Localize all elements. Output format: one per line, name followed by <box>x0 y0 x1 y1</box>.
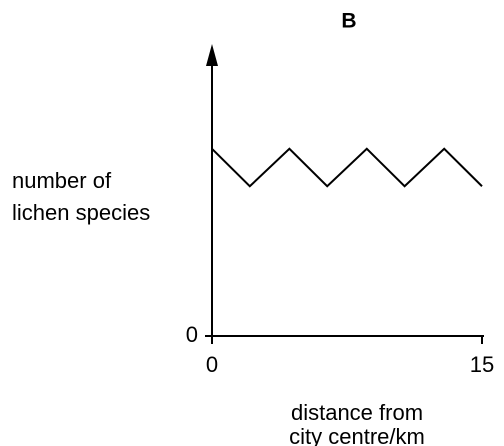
x-tick-label: 15 <box>470 352 494 377</box>
x-tick-label: 0 <box>206 352 218 377</box>
x-axis-label: city centre/km <box>289 424 425 446</box>
y-axis-arrow <box>206 44 218 66</box>
x-axis-label: distance from <box>291 400 423 425</box>
y-tick-label: 0 <box>186 322 198 347</box>
line <box>211 147 483 188</box>
y-axis-label: lichen species <box>12 200 150 225</box>
chart-title: B <box>341 10 356 33</box>
y-axis-label: number of <box>12 168 112 193</box>
